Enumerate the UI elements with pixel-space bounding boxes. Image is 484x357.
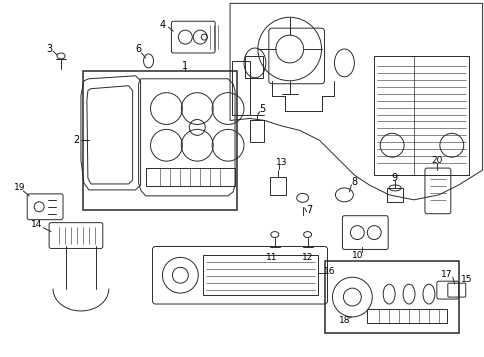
Text: 6: 6: [135, 44, 141, 54]
Bar: [145, 168, 235, 186]
Bar: [231, 61, 249, 116]
Bar: [366, 309, 446, 323]
Text: 19: 19: [14, 183, 25, 192]
Text: 4: 4: [159, 20, 165, 30]
Text: 17: 17: [440, 270, 452, 279]
Bar: [249, 120, 263, 142]
Text: 8: 8: [350, 177, 357, 187]
Text: 5: 5: [258, 104, 264, 114]
Text: 11: 11: [266, 253, 277, 262]
Text: 9: 9: [390, 173, 396, 183]
Text: 18: 18: [338, 316, 349, 325]
Bar: [83, 71, 237, 210]
Bar: [386, 188, 402, 202]
Bar: [374, 56, 468, 175]
Text: 13: 13: [275, 158, 287, 167]
Text: 10: 10: [351, 251, 363, 260]
Bar: [324, 261, 458, 333]
Bar: [269, 177, 285, 195]
Text: 16: 16: [323, 267, 334, 276]
Text: 20: 20: [430, 156, 442, 165]
Text: 2: 2: [73, 135, 79, 145]
Text: 14: 14: [30, 220, 42, 229]
Text: 3: 3: [46, 44, 52, 54]
Text: 12: 12: [302, 253, 313, 262]
Text: 7: 7: [306, 205, 312, 215]
Bar: [203, 255, 317, 295]
Text: 1: 1: [182, 61, 188, 71]
Bar: [244, 56, 262, 78]
Text: 15: 15: [460, 275, 471, 284]
